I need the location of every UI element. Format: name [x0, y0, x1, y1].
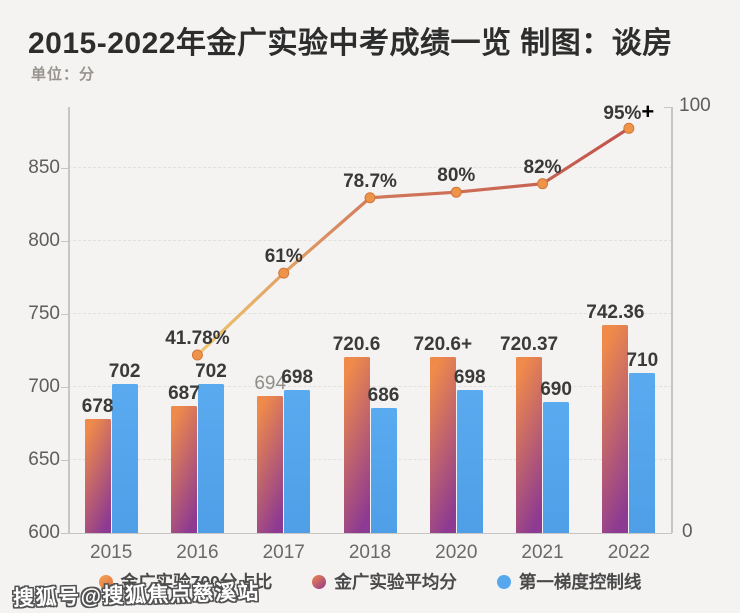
bar-value-label: 694 [254, 372, 287, 394]
line-point[interactable] [278, 267, 290, 279]
x-axis [68, 532, 672, 534]
bar-value-label: 742.36 [586, 302, 645, 324]
bar-value-label: 698 [281, 367, 314, 389]
bar-value-label: 690 [540, 378, 572, 400]
y-axis-tick [61, 532, 68, 534]
blue-dot-icon [496, 574, 511, 589]
plus-suffix: + [641, 99, 655, 125]
y-axis-tick-label: 700 [28, 376, 60, 398]
y-axis-left [68, 107, 70, 533]
x-axis-label: 2018 [348, 542, 392, 563]
bar-average-score[interactable] [429, 357, 456, 533]
y-axis-right-tick [664, 106, 672, 108]
legend-label: 金广实验平均分 [334, 572, 457, 592]
y-axis-tick-label: 600 [28, 522, 60, 543]
gradient-dot-icon [312, 574, 327, 589]
y-axis-tick-label: 750 [28, 303, 60, 325]
gridline [68, 386, 672, 388]
legend: 金广实验700分占比 金广实验平均分 第一梯度控制线 [0, 569, 740, 594]
y-axis-tick [61, 313, 68, 316]
watermark: 搜狐号@搜狐焦点慈溪站 [12, 580, 261, 611]
x-axis-label: 2021 [521, 542, 564, 563]
right-axis-max-label: 100 [679, 95, 711, 116]
bar-value-label: 686 [367, 384, 400, 406]
x-axis-label: 2022 [607, 542, 650, 563]
bar-value-label: 720.37 [500, 334, 559, 356]
line-value-label: 61% [264, 246, 303, 268]
bar-control-line[interactable] [284, 390, 311, 533]
gridline [68, 459, 672, 461]
bar-average-score[interactable] [170, 406, 197, 533]
y-axis-tick [61, 167, 68, 170]
line-value-label: 80% [437, 165, 476, 187]
bar-value-label: 698 [453, 367, 486, 389]
bar-average-score[interactable] [84, 419, 111, 533]
y-axis-tick [61, 459, 68, 462]
bar-control-line[interactable] [543, 401, 570, 533]
bar-value-label: 702 [195, 361, 227, 383]
line-value-label: 82% [523, 156, 562, 178]
legend-label: 第一梯度控制线 [518, 572, 642, 592]
x-axis-label: 2020 [435, 542, 478, 563]
bar-value-label: 678 [81, 396, 114, 418]
x-axis-label: 2015 [90, 542, 133, 563]
y-axis-tick-label: 850 [28, 157, 60, 179]
y-axis-right [671, 107, 673, 533]
y-axis-tick-label: 650 [28, 449, 60, 471]
gridline [68, 240, 672, 242]
x-axis-label: 2016 [176, 542, 219, 563]
legend-item-average-score[interactable]: 金广实验平均分 [312, 569, 457, 594]
bar-average-score[interactable] [602, 325, 629, 533]
bar-average-score[interactable] [343, 357, 370, 533]
bar-average-score[interactable] [516, 357, 543, 533]
bar-control-line[interactable] [197, 384, 224, 533]
orange-dot-icon [98, 574, 113, 589]
legend-label: 金广实验700分占比 [120, 572, 273, 592]
bar-value-label: 710 [626, 349, 659, 371]
line-point[interactable] [537, 178, 549, 190]
legend-item-700-ratio[interactable]: 金广实验700分占比 [98, 569, 273, 594]
y-axis-tick [61, 386, 68, 389]
page-title: 2015-2022年金广实验中考成绩一览 制图：谈房 [28, 27, 673, 60]
bar-control-line[interactable] [370, 407, 397, 533]
line-value-label: 78.7% [343, 170, 397, 192]
line-point[interactable] [191, 349, 203, 361]
line-value-label: 95%+ [603, 99, 655, 125]
y-axis-tick-label: 800 [28, 230, 60, 252]
right-axis-min-label: 0 [682, 521, 693, 542]
line-point[interactable] [450, 186, 462, 198]
bar-control-line[interactable] [111, 384, 138, 533]
x-axis-label: 2017 [262, 542, 305, 563]
unit-label: 单位：分 [31, 66, 96, 83]
bar-value-label: 687 [168, 383, 200, 405]
bar-value-label: 702 [108, 361, 141, 383]
y-axis-tick [61, 240, 68, 243]
bar-control-line[interactable] [456, 390, 483, 533]
line-point[interactable] [364, 192, 376, 204]
line-value-label: 41.78% [165, 328, 230, 350]
legend-item-first-tier-line[interactable]: 第一梯度控制线 [496, 569, 642, 594]
bar-average-score[interactable] [257, 395, 284, 533]
bar-control-line[interactable] [629, 372, 656, 533]
